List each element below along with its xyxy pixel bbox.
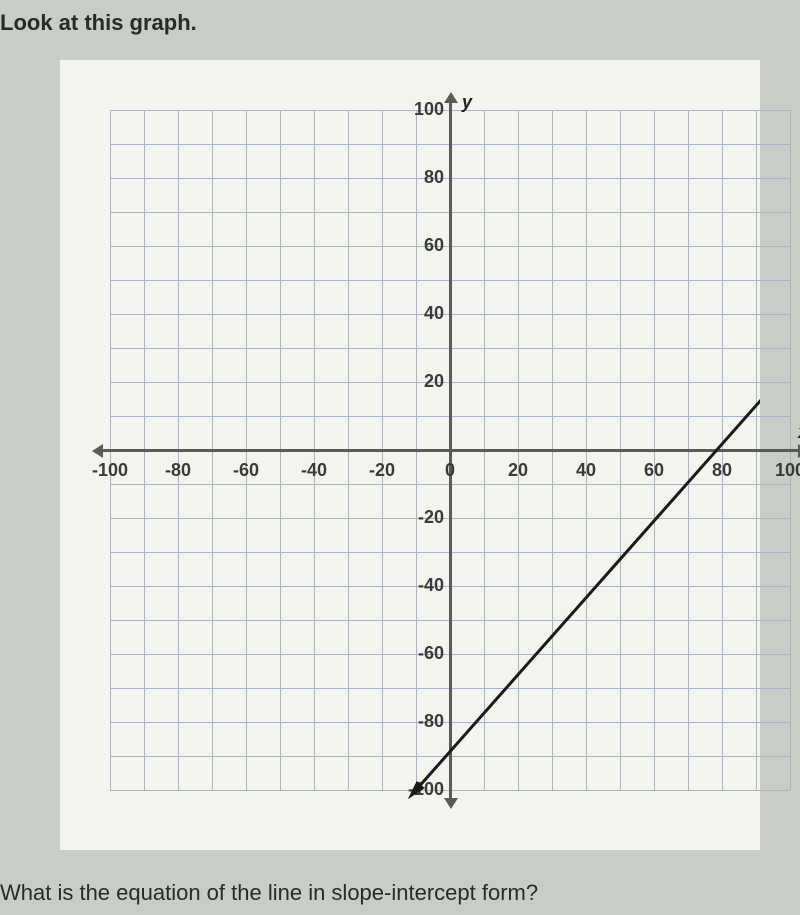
y-tick-label: 100 [400, 99, 444, 120]
x-tick-label: 60 [629, 460, 679, 481]
y-axis [449, 98, 452, 802]
y-tick-label: 40 [400, 303, 444, 324]
y-tick-label: 80 [400, 167, 444, 188]
y-axis-label: y [462, 92, 472, 113]
y-tick-label: -40 [400, 575, 444, 596]
coordinate-graph: yx-100-80-60-40-200204060801002040608010… [60, 60, 760, 850]
x-tick-label: -100 [85, 460, 135, 481]
question-text: What is the equation of the line in slop… [0, 880, 538, 906]
x-tick-label: -80 [153, 460, 203, 481]
y-tick-label: -20 [400, 507, 444, 528]
x-tick-label: 80 [697, 460, 747, 481]
y-tick-label: -60 [400, 643, 444, 664]
instruction-text: Look at this graph. [0, 10, 197, 36]
axis-arrow [444, 798, 458, 809]
x-tick-label: 40 [561, 460, 611, 481]
y-tick-label: -100 [400, 779, 444, 800]
x-tick-label: -20 [357, 460, 407, 481]
graph-line [416, 348, 760, 790]
y-tick-label: 20 [400, 371, 444, 392]
x-tick-label: -60 [221, 460, 271, 481]
axis-arrow [444, 92, 458, 103]
y-tick-label: -80 [400, 711, 444, 732]
x-tick-label: 100 [765, 460, 800, 481]
x-tick-label: 20 [493, 460, 543, 481]
x-tick-label: -40 [289, 460, 339, 481]
y-tick-label: 60 [400, 235, 444, 256]
axis-arrow [92, 444, 103, 458]
x-tick-label: 0 [425, 460, 475, 481]
